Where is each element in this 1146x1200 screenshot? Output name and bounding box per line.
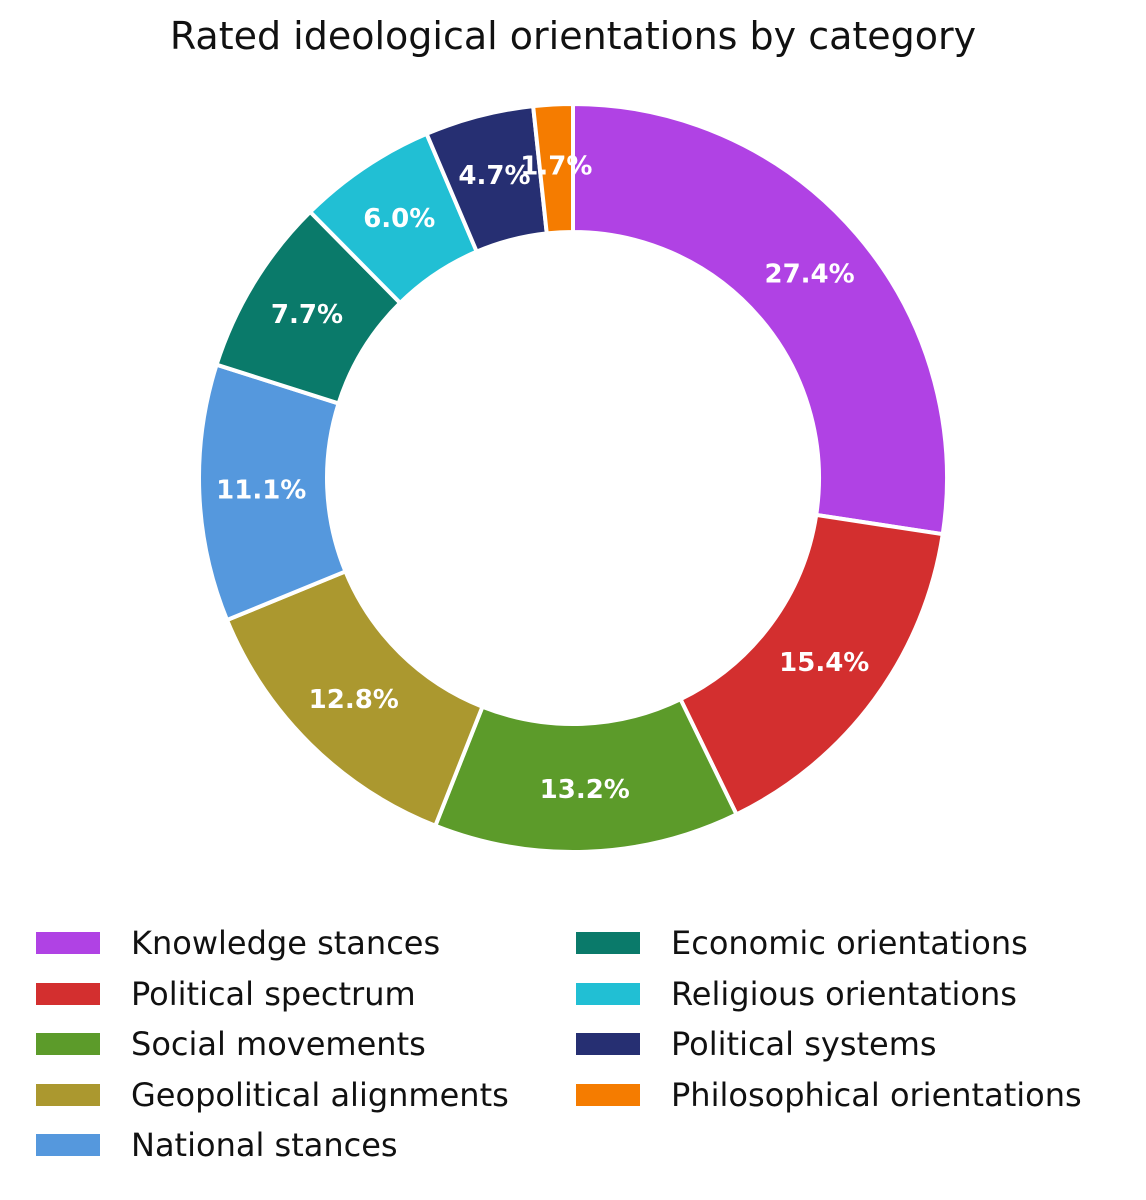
legend-label: Economic orientations: [671, 924, 1028, 962]
slice-percent-label-1: 27.4%: [765, 260, 855, 290]
legend-label: National stances: [131, 1126, 398, 1164]
legend-label: Political spectrum: [131, 974, 416, 1013]
donut-slice-9: [530, 101, 575, 236]
legend-label: Religious orientations: [671, 974, 1017, 1013]
legend-label: Geopolitical alignments: [131, 1075, 509, 1114]
legend-swatch: [576, 1083, 640, 1106]
slice-percent-label-9: 1.7%: [520, 151, 592, 181]
chart-title: Rated ideological orientations by catego…: [169, 14, 977, 58]
legend-label: Social movements: [131, 1025, 426, 1063]
legend-swatch: [576, 932, 640, 954]
slice-percent-label-8: 4.7%: [458, 161, 530, 191]
donut-chart: 27.4% 15.4% 13.2% 12.8% 11.1% 7.7% 6.0% 4.7%1.7…: [199, 101, 949, 852]
legend-label: Knowledge stances: [131, 924, 441, 962]
slice-percent-label-6: 7.7%: [271, 300, 343, 330]
donut-slice-1: [571, 101, 949, 537]
legend-swatch: [576, 982, 640, 1005]
legend-label: Philosophical orientations: [671, 1075, 1082, 1114]
legend-swatch: [576, 1033, 640, 1055]
slice-percent-label-5: 11.1%: [216, 476, 306, 506]
legend-swatch: [36, 1083, 100, 1106]
slice-percent-label-4: 12.8%: [309, 685, 399, 715]
legend-swatch: [36, 932, 100, 954]
legend-swatch: [36, 1033, 100, 1055]
slice-percent-label-2: 15.4%: [779, 648, 869, 678]
slice-percent-label-7: 6.0%: [363, 204, 435, 234]
legend-label: Political systems: [671, 1025, 937, 1063]
legend-swatch: [36, 982, 100, 1005]
legend-swatch: [36, 1134, 100, 1156]
slice-percent-label-3: 13.2%: [540, 775, 630, 805]
